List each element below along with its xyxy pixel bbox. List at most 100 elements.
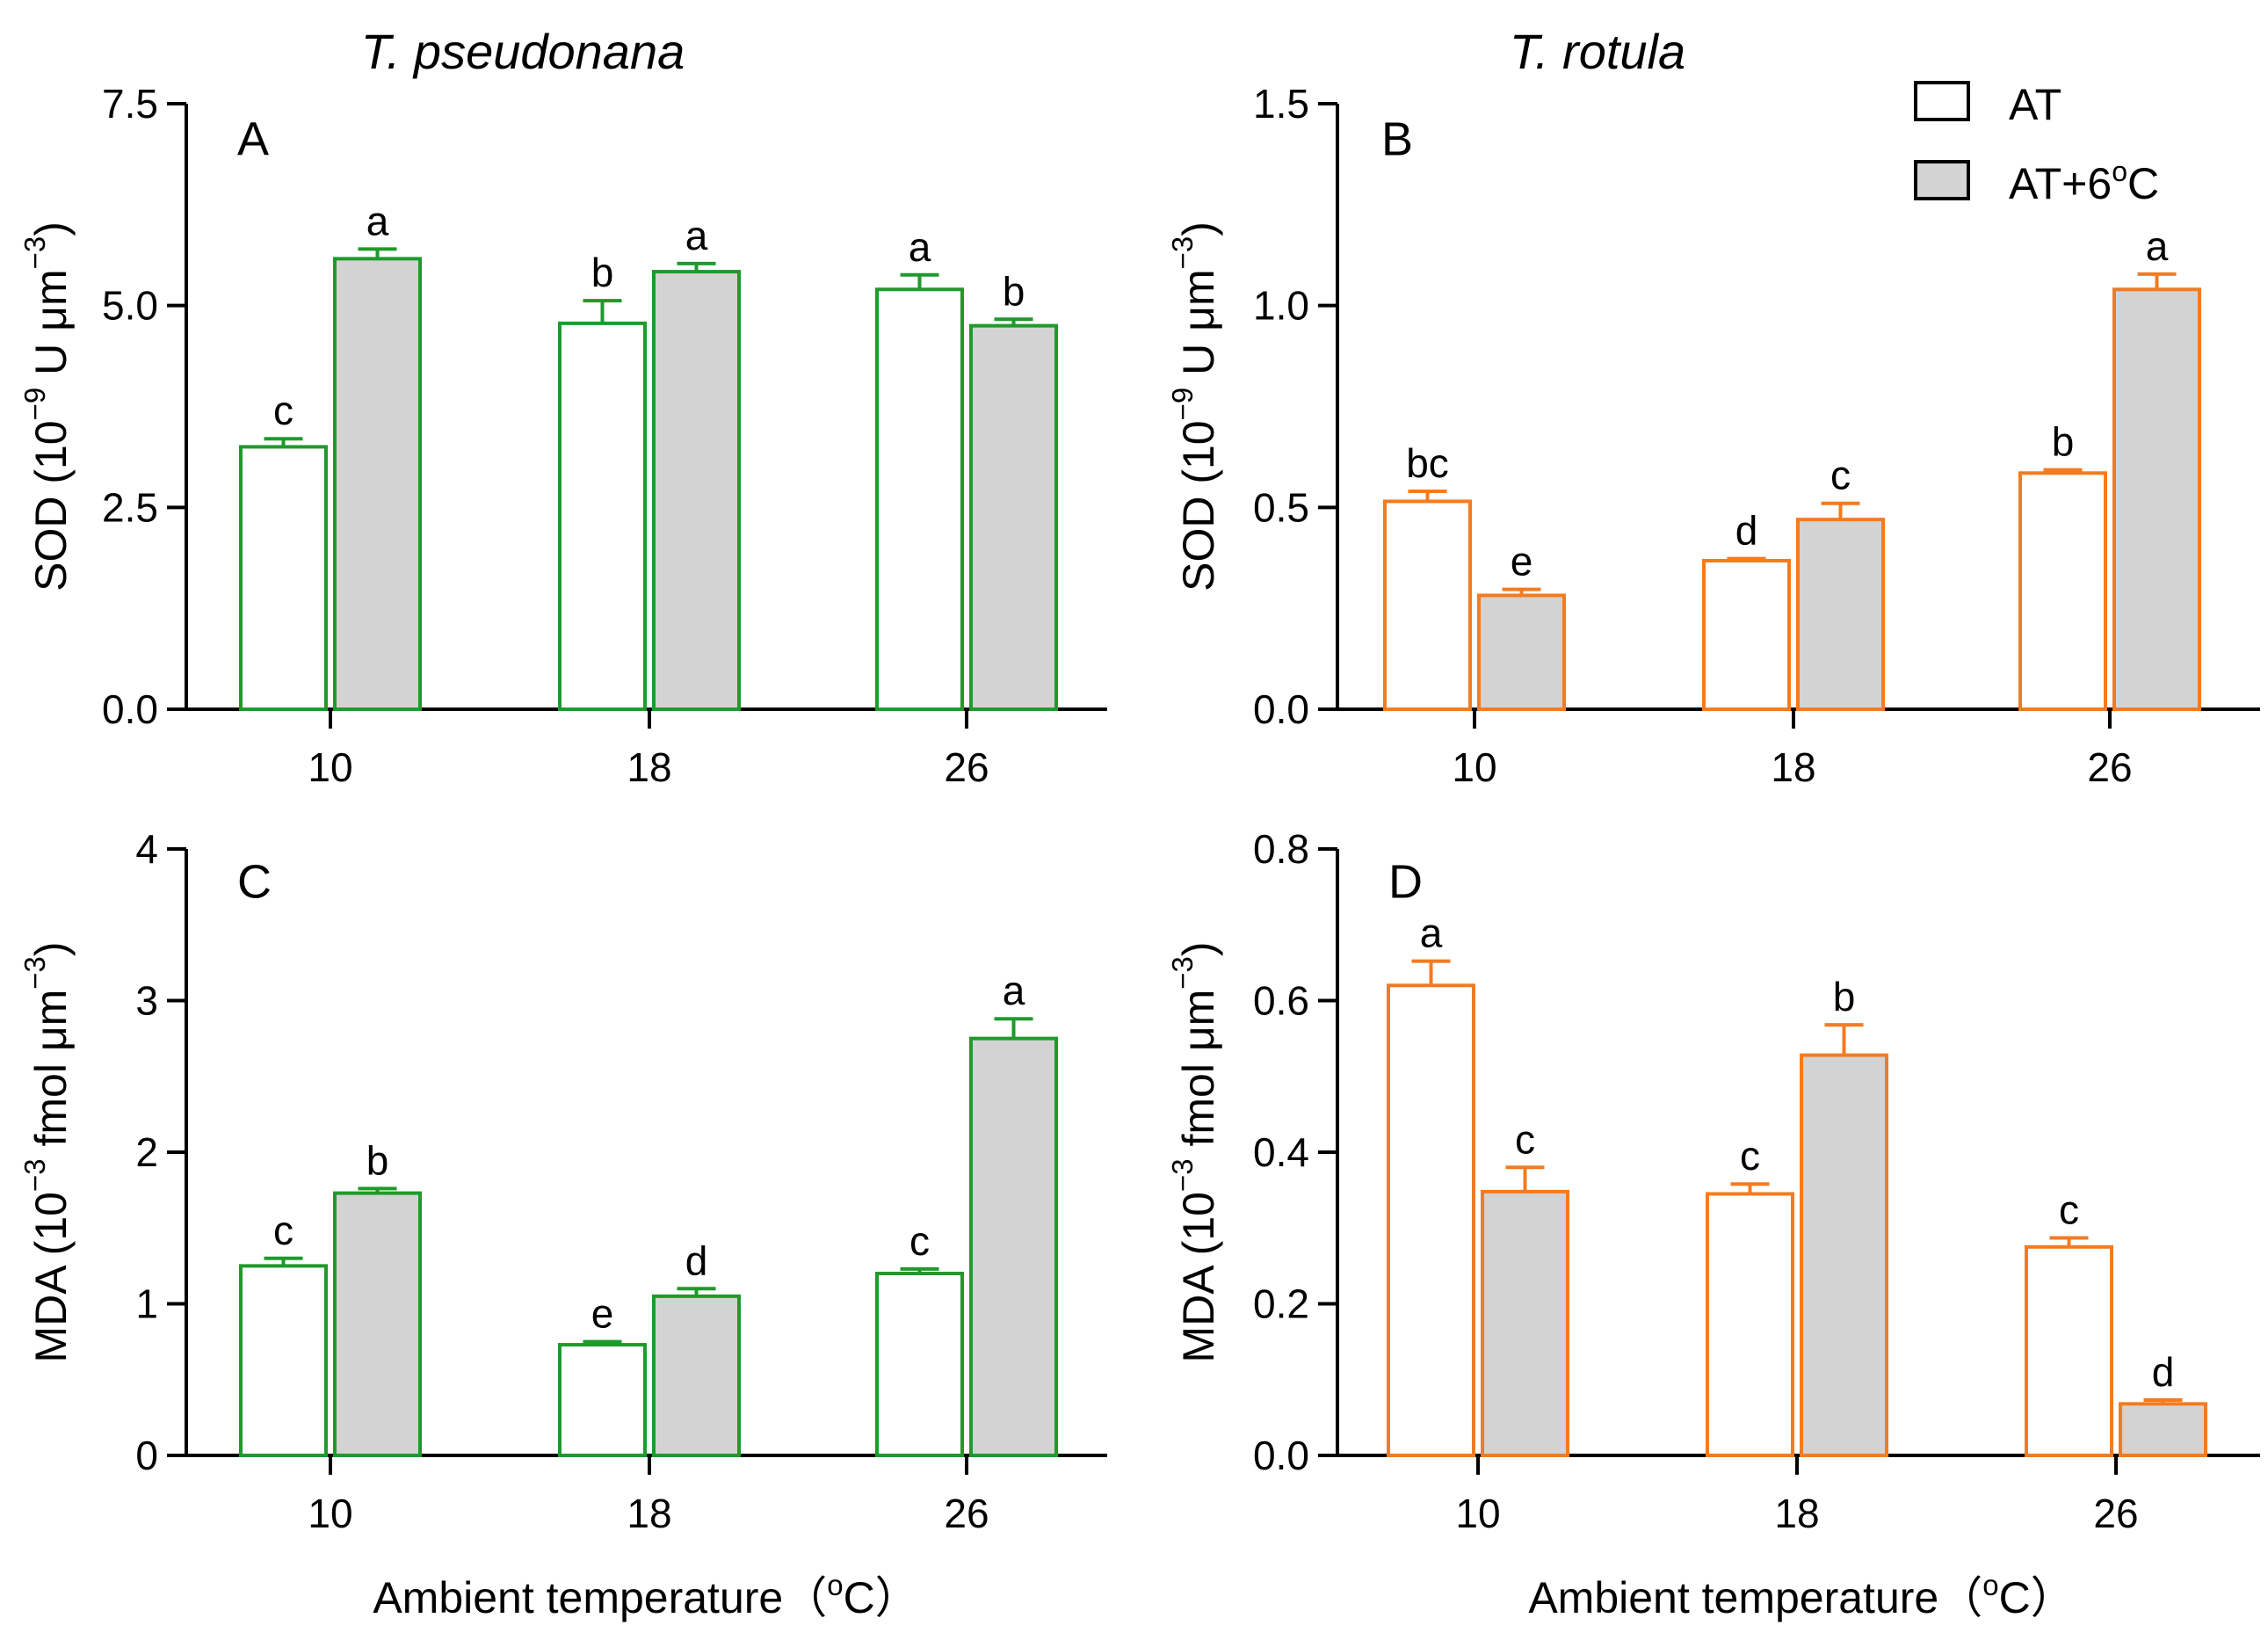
y-axis-title-part: ) (26, 221, 76, 236)
y-axis-title-part: −3 (18, 1158, 51, 1192)
y-tick-label-b: 1.0 (1253, 283, 1309, 329)
y-axis-title-part: MDA (10 (1174, 1192, 1223, 1363)
x-tick-label-a: 18 (627, 744, 671, 790)
bar-b-at-plus-6-26 (2112, 287, 2201, 711)
column-title-right: T. rotula (1510, 24, 1685, 79)
x-tick-label-b: 10 (1452, 744, 1496, 790)
significance-letter-c: b (366, 1137, 389, 1183)
bar-a-at-plus-6-18 (652, 270, 741, 711)
y-axis-title-part: ) (26, 941, 76, 956)
bar-c-at-plus-6-18 (652, 1294, 741, 1457)
y-tick-label-c: 3 (135, 978, 158, 1024)
significance-letter-a: b (1003, 268, 1025, 314)
x-tick-label-d: 26 (2093, 1491, 2138, 1536)
bar-b-at-plus-6-10 (1477, 593, 1566, 712)
panel-letter-b: B (1381, 112, 1413, 165)
legend: AT AT+6oC (1914, 80, 2159, 208)
y-axis-title-part: fmol μm (1174, 990, 1223, 1159)
y-tick-label-b: 0.5 (1253, 484, 1309, 530)
legend-label-at-plus-6-sup: o (2112, 156, 2127, 187)
significance-letter-d: c (1740, 1133, 1760, 1179)
significance-letter-d: b (1833, 974, 1856, 1019)
y-tick-label-c: 4 (135, 826, 158, 872)
significance-letter-a: a (909, 224, 931, 270)
y-axis-title-part: −3 (1166, 236, 1199, 270)
significance-letter-b: bc (1406, 440, 1449, 486)
y-axis-title-d: MDA (10−3 fmol μm−3) (1166, 941, 1223, 1362)
significance-letter-c: d (685, 1237, 708, 1283)
bar-c-at-plus-6-10 (333, 1191, 422, 1457)
x-tick-label-c: 10 (308, 1491, 352, 1536)
significance-letter-b: d (1735, 508, 1758, 554)
x-axis-title-right-tail: C） (1999, 1573, 2075, 1622)
y-axis-title-part: U μm (26, 269, 76, 387)
significance-letter-b: c (1830, 453, 1851, 498)
bar-b-at-18 (1702, 558, 1791, 711)
y-tick-label-a: 2.5 (102, 484, 158, 530)
bar-d-at-plus-6-26 (2119, 1402, 2207, 1457)
legend-swatch-at-plus-6 (1914, 160, 1970, 200)
significance-letter-a: c (273, 388, 293, 433)
y-axis-title-part: −3 (18, 956, 51, 990)
y-axis-title-part: −3 (1166, 1158, 1199, 1192)
x-tick-label-d: 18 (1774, 1491, 1819, 1536)
y-tick-label-d: 0.0 (1253, 1433, 1309, 1478)
bar-d-at-26 (2025, 1244, 2113, 1457)
y-tick-label-a: 7.5 (102, 81, 158, 127)
significance-letter-d: c (2059, 1186, 2079, 1232)
significance-letter-b: e (1511, 539, 1533, 584)
x-axis-title-left-sup: o (827, 1569, 843, 1601)
y-tick-label-d: 0.2 (1253, 1281, 1309, 1327)
column-title-left: T. pseudonana (361, 24, 685, 79)
y-tick-label-c: 2 (135, 1129, 158, 1175)
panel-letter-d: D (1388, 855, 1423, 908)
legend-swatch-at (1914, 81, 1970, 121)
bar-c-at-10 (239, 1264, 328, 1457)
y-axis-title-b: SOD (10−9 U μm−3) (1166, 221, 1223, 591)
significance-letter-d: c (1515, 1116, 1535, 1162)
bar-a-at-18 (558, 321, 647, 711)
y-axis-title-part: SOD (10 (1174, 420, 1223, 591)
x-axis-title-left-main: Ambient temperature（ (373, 1573, 827, 1622)
x-tick-label-d: 10 (1455, 1491, 1500, 1536)
bar-c-at-plus-6-26 (969, 1036, 1058, 1457)
x-tick-label-a: 10 (308, 744, 352, 790)
bar-d-at-plus-6-10 (1481, 1189, 1569, 1457)
bar-d-at-10 (1387, 983, 1475, 1457)
y-tick-label-c: 1 (135, 1281, 158, 1327)
x-axis-title-right: Ambient temperature（oC） (1528, 1569, 2074, 1622)
significance-letter-c: a (1003, 968, 1025, 1013)
y-tick-label-b: 0.0 (1253, 686, 1309, 732)
y-tick-label-d: 0.6 (1253, 978, 1309, 1024)
legend-label-at-plus-6-main: AT+6 (2009, 159, 2112, 208)
significance-letter-b: a (2146, 223, 2169, 269)
y-tick-label-d: 0.4 (1253, 1129, 1309, 1175)
significance-letter-c: e (591, 1291, 614, 1337)
y-axis-title-part: −9 (1166, 388, 1199, 421)
significance-letter-b: b (2052, 419, 2075, 465)
bar-b-at-26 (2018, 471, 2107, 711)
legend-label-at: AT (2009, 80, 2061, 129)
x-axis-title-left-tail: C） (844, 1573, 919, 1622)
y-axis-title-c: MDA (10−3 fmol μm−3) (18, 941, 76, 1362)
x-axis-title-left: Ambient temperature（oC） (373, 1569, 918, 1622)
y-axis-title-part: fmol μm (26, 990, 76, 1159)
y-axis-title-a: SOD (10−9 U μm−3) (18, 221, 76, 591)
x-axis-title-right-sup: o (1982, 1569, 1998, 1601)
significance-letter-c: c (273, 1208, 293, 1253)
bar-d-at-18 (1706, 1192, 1794, 1457)
bar-a-at-10 (239, 445, 328, 711)
legend-label-at-plus-6-tail: C (2127, 159, 2159, 208)
y-tick-label-b: 1.5 (1253, 81, 1309, 127)
y-axis-title-part: −9 (18, 388, 51, 421)
bar-b-at-plus-6-18 (1796, 518, 1885, 712)
bar-c-at-18 (558, 1343, 647, 1457)
panel-a: A 0.0 2.5 5.0 7.5 10 18 26 SOD (10−9 U μm−3) c b a a… (18, 81, 1107, 790)
legend-label-at-plus-6: AT+6oC (2009, 156, 2159, 208)
bar-a-at-plus-6-10 (333, 257, 422, 712)
x-tick-label-b: 26 (2087, 744, 2132, 790)
x-tick-label-a: 26 (944, 744, 989, 790)
